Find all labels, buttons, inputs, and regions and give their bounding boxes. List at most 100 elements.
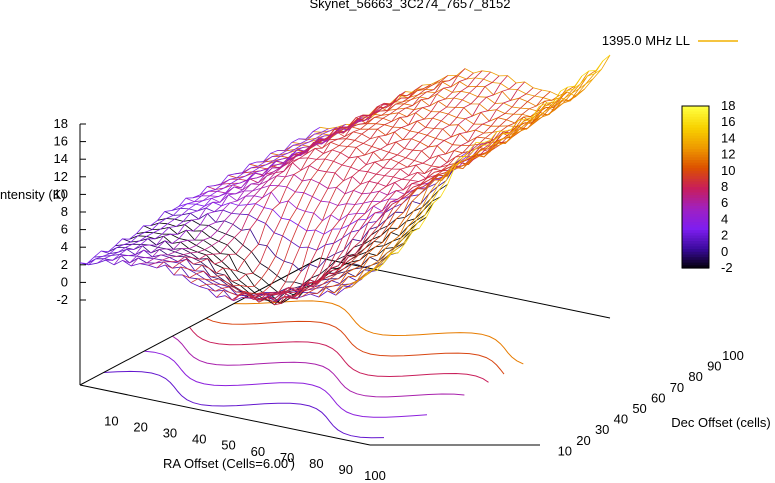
colorbar-segment	[682, 257, 709, 261]
colorbar-segment	[682, 170, 709, 175]
x-tick-label: 40	[192, 432, 206, 447]
colorbar-segment	[682, 181, 709, 185]
colorbar-segment	[682, 241, 709, 245]
x-axis-label: RA Offset (Cells=6.00')	[163, 456, 295, 471]
colorbar-segment	[682, 146, 709, 150]
colorbar-segment	[682, 259, 709, 264]
chart-title: Skynet_56663_3C274_7657_8152	[310, 0, 511, 11]
colorbar-segment	[682, 189, 709, 193]
mesh-line	[216, 75, 457, 304]
colorbar-segment	[682, 246, 709, 250]
legend: 1395.0 MHz LL	[602, 33, 738, 48]
y-tick-label: 90	[707, 359, 721, 374]
colorbar-segment	[682, 203, 709, 207]
mesh-line	[79, 126, 321, 265]
mesh-line	[190, 84, 432, 288]
mesh-line	[157, 184, 448, 285]
colorbar-segment	[682, 184, 709, 188]
x-axis-line	[79, 384, 371, 446]
contour-line	[233, 300, 524, 365]
contour-line	[143, 350, 428, 418]
z-tick-label: 2	[61, 257, 68, 272]
legend-label: 1395.0 MHz LL	[602, 33, 690, 48]
colorbar-tick-label: 0	[721, 244, 728, 259]
mesh-line	[318, 95, 560, 298]
z-tick-label: 6	[61, 222, 68, 237]
colorbar-segment	[682, 235, 709, 239]
mesh-line	[224, 68, 466, 306]
floor-back-edge-2	[319, 257, 611, 319]
colorbar-segment	[682, 216, 709, 220]
z-tick-label: 14	[54, 151, 68, 166]
colorbar-segment	[682, 200, 709, 204]
mesh-line	[267, 75, 508, 300]
contour-line	[172, 335, 465, 398]
y-tick-label: 60	[651, 390, 665, 405]
colorbar-tick-label: 6	[721, 195, 728, 210]
z-tick-label: 8	[61, 204, 68, 219]
y-tick-label: 20	[576, 433, 590, 448]
colorbar-segment	[682, 165, 709, 169]
colorbar-tick-label: 16	[721, 114, 735, 129]
mesh-line	[275, 82, 517, 302]
colorbar-tick-label: 8	[721, 179, 728, 194]
colorbar-segment	[682, 116, 709, 121]
mesh-line	[88, 128, 329, 266]
mesh-line	[284, 81, 525, 299]
y-tick-label: 100	[722, 348, 744, 363]
base-contours	[103, 300, 524, 439]
x-tick-label: 20	[133, 420, 147, 435]
colorbar-segment	[682, 197, 709, 202]
colorbar-segment	[682, 249, 709, 253]
colorbar-segment	[682, 205, 709, 210]
mesh-line	[301, 89, 543, 298]
colorbar-frame	[681, 105, 710, 269]
colorbar-segment	[682, 133, 709, 137]
y-tick-label: 50	[632, 401, 646, 416]
colorbar-segment	[682, 162, 709, 166]
colorbar-segment	[682, 178, 709, 183]
x-tick-label: 60	[251, 444, 265, 459]
mesh-line	[352, 78, 594, 285]
colorbar-segment	[682, 176, 709, 180]
colorbar-segment	[682, 108, 709, 112]
colorbar-segment	[682, 130, 709, 134]
colorbar-tick-label: 2	[721, 228, 728, 243]
colorbar-segment	[682, 208, 709, 212]
colorbar-segment	[682, 122, 709, 126]
contour-line	[103, 370, 385, 439]
mesh-line	[361, 68, 602, 280]
axes	[79, 124, 611, 446]
colorbar-segment	[682, 243, 709, 247]
mesh-line	[105, 124, 346, 261]
colorbar-segment	[682, 143, 709, 148]
colorbar-segment	[682, 111, 709, 115]
colorbar-segment	[682, 254, 709, 258]
colorbar-segment	[682, 168, 709, 172]
colorbar-segment	[682, 135, 709, 139]
x-tick-label: 50	[221, 438, 235, 453]
colorbar-tick-label: 12	[721, 147, 735, 162]
colorbar-segment	[682, 232, 709, 237]
mesh-line	[182, 84, 423, 282]
colorbar-segment	[682, 224, 709, 229]
colorbar-segment	[682, 119, 709, 123]
z-tick-label: 18	[54, 116, 68, 131]
mesh-line	[173, 92, 414, 276]
x-tick-label: 90	[338, 462, 352, 477]
x-tick-label: 10	[104, 413, 118, 428]
mesh-line	[156, 100, 397, 269]
z-axis-label: Intensity (K)	[0, 187, 66, 202]
y-tick-label: 30	[595, 422, 609, 437]
colorbar-tick-label: 14	[721, 130, 735, 145]
mesh-line	[250, 71, 491, 299]
colorbar-segment	[682, 160, 709, 164]
surface-mesh	[79, 54, 611, 306]
colorbar-tick-label: 18	[721, 98, 735, 113]
z-tick-label: -2	[56, 292, 68, 307]
colorbar-segment	[682, 151, 709, 156]
x-tick-label: 100	[364, 468, 386, 483]
z-tick-label: 4	[61, 239, 68, 254]
